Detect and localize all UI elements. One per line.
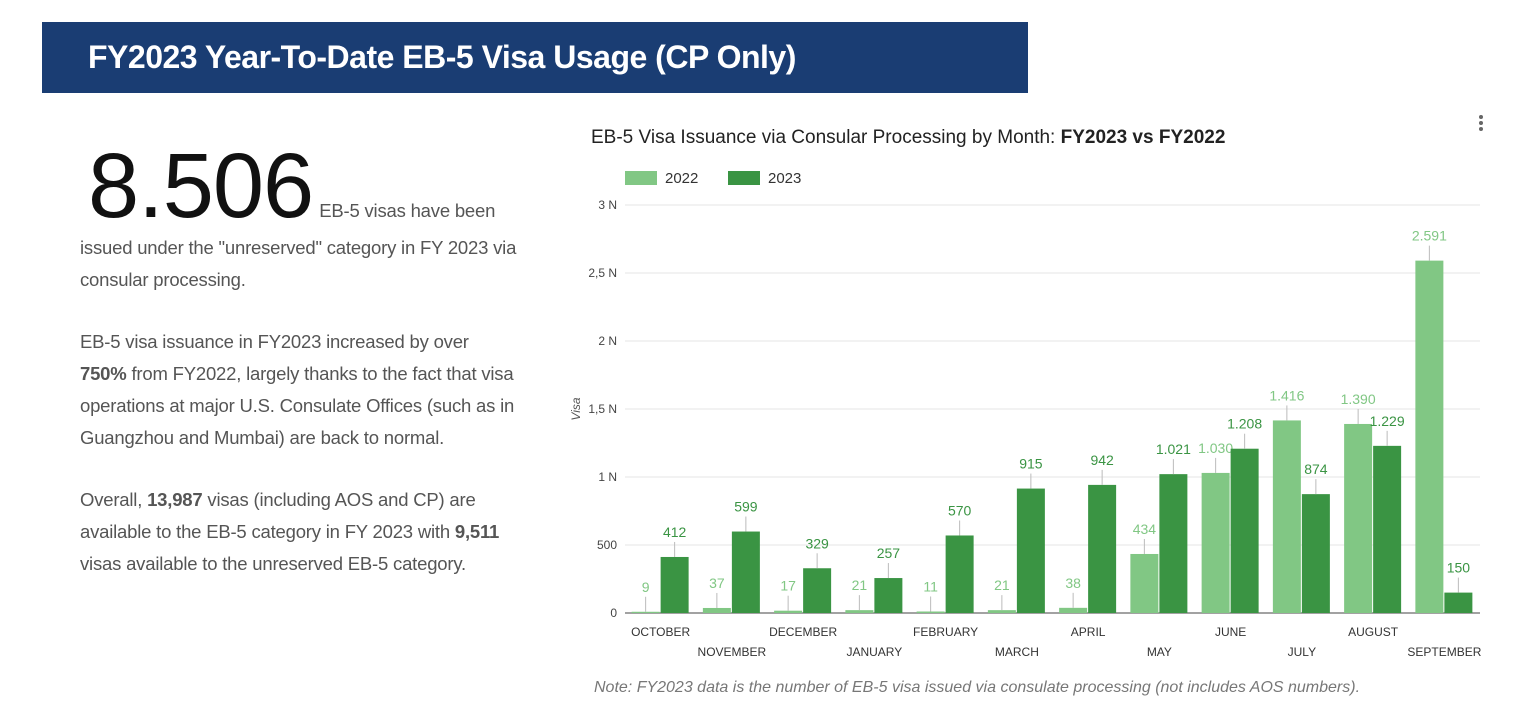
text: Overall, xyxy=(80,489,148,510)
bar xyxy=(774,610,803,613)
text: visas (including AOS and CP) are availab… xyxy=(80,489,476,542)
bar xyxy=(1373,445,1402,613)
menu-icon[interactable] xyxy=(1479,115,1483,131)
chart-title-text: EB-5 Visa Issuance via Consular Processi… xyxy=(591,127,1061,148)
value-label: 1.021 xyxy=(1156,441,1191,457)
bar xyxy=(1272,420,1301,613)
bar xyxy=(1415,260,1444,613)
value-label: 21 xyxy=(852,577,868,593)
note: Note: FY2023 data is the number of EB-5 … xyxy=(594,679,1360,696)
bar xyxy=(1159,474,1188,613)
bar xyxy=(1088,484,1117,613)
x-tick-label: SEPTEMBER xyxy=(1407,645,1481,659)
value-label: 9 xyxy=(642,579,650,595)
value-label: 874 xyxy=(1304,461,1328,477)
value-label: 434 xyxy=(1133,521,1157,537)
bar xyxy=(731,531,760,613)
bar xyxy=(1130,553,1159,613)
value-label: 570 xyxy=(948,502,972,518)
highlight: 9,511 xyxy=(454,521,500,542)
bar xyxy=(702,607,731,613)
x-tick-label: NOVEMBER xyxy=(698,645,767,659)
bar xyxy=(660,556,689,613)
value-label: 1.208 xyxy=(1227,416,1262,432)
text: EB-5 visa issuance in FY2023 increased b… xyxy=(80,331,469,352)
x-tick-label: JUNE xyxy=(1215,625,1246,639)
header-title: FY2023 Year-To-Date EB-5 Visa Usage (CP … xyxy=(42,22,1028,93)
x-tick-label: OCTOBER xyxy=(631,625,690,639)
value-label: 21 xyxy=(994,577,1010,593)
value-label: 915 xyxy=(1019,456,1043,472)
value-label: 1.416 xyxy=(1269,387,1304,403)
legend-swatch xyxy=(625,171,657,185)
legend-swatch xyxy=(728,171,760,185)
x-tick-label: JULY xyxy=(1288,645,1316,659)
bar xyxy=(987,610,1016,613)
x-tick-label: MAY xyxy=(1147,645,1172,659)
x-tick-label: AUGUST xyxy=(1348,625,1399,639)
y-tick-label: 2,5 N xyxy=(588,266,617,280)
bar xyxy=(803,568,832,613)
value-label: 2.591 xyxy=(1412,228,1447,244)
x-tick-label: JANUARY xyxy=(846,645,902,659)
paragraph: EB-5 visa issuance in FY2023 increased b… xyxy=(80,326,520,454)
legend-label: 2023 xyxy=(768,170,801,187)
bar xyxy=(1301,494,1330,613)
bar xyxy=(1344,423,1373,613)
y-tick-label: 500 xyxy=(597,538,617,552)
bar xyxy=(1444,592,1473,613)
value-label: 1.229 xyxy=(1370,413,1405,429)
y-tick-label: 3 N xyxy=(598,198,617,212)
bar xyxy=(1059,607,1088,613)
value-label: 257 xyxy=(877,545,901,561)
chart-title-bold: FY2023 vs FY2022 xyxy=(1061,127,1226,148)
value-label: 599 xyxy=(734,499,758,515)
bar xyxy=(1016,488,1045,613)
chart-title: EB-5 Visa Issuance via Consular Processi… xyxy=(591,127,1225,148)
x-tick-label: MARCH xyxy=(995,645,1039,659)
x-tick-label: DECEMBER xyxy=(769,625,837,639)
value-label: 37 xyxy=(709,575,725,591)
bar xyxy=(1201,472,1230,613)
value-label: 17 xyxy=(780,578,796,594)
y-tick-label: 1,5 N xyxy=(588,402,617,416)
summary-text: EB-5 visas have been issued under the "u… xyxy=(80,200,517,290)
x-tick-label: FEBRUARY xyxy=(913,625,978,639)
paragraph: Overall, 13,987 visas (including AOS and… xyxy=(80,484,520,580)
value-label: 38 xyxy=(1065,575,1081,591)
bar xyxy=(945,535,974,613)
bar xyxy=(874,578,903,613)
value-label: 412 xyxy=(663,524,687,540)
y-tick-label: 1 N xyxy=(598,470,617,484)
highlight: 750% xyxy=(80,363,127,384)
bar xyxy=(845,610,874,613)
summary: 8.506 EB-5 visas have been issued under t… xyxy=(80,140,520,296)
value-label: 1.390 xyxy=(1341,391,1376,407)
bar xyxy=(631,611,660,613)
value-label: 150 xyxy=(1447,560,1471,576)
text: from FY2022, largely thanks to the fact … xyxy=(80,363,515,448)
value-label: 942 xyxy=(1090,452,1114,468)
bar xyxy=(1230,448,1259,613)
summary-panel: 8.506 EB-5 visas have been issued under t… xyxy=(80,140,520,610)
bar xyxy=(916,611,945,613)
value-label: 329 xyxy=(805,535,829,551)
highlight: 13,987 xyxy=(147,489,203,510)
y-tick-label: 0 xyxy=(610,606,617,620)
text: visas available to the unreserved EB-5 c… xyxy=(80,553,466,574)
legend-label: 2022 xyxy=(665,170,698,187)
y-axis-label: Visa xyxy=(569,397,583,420)
y-tick-label: 2 N xyxy=(598,334,617,348)
value-label: 11 xyxy=(923,579,938,595)
big-number: 8.506 xyxy=(88,135,314,237)
value-label: 1.030 xyxy=(1198,440,1233,456)
x-tick-label: APRIL xyxy=(1071,625,1106,639)
